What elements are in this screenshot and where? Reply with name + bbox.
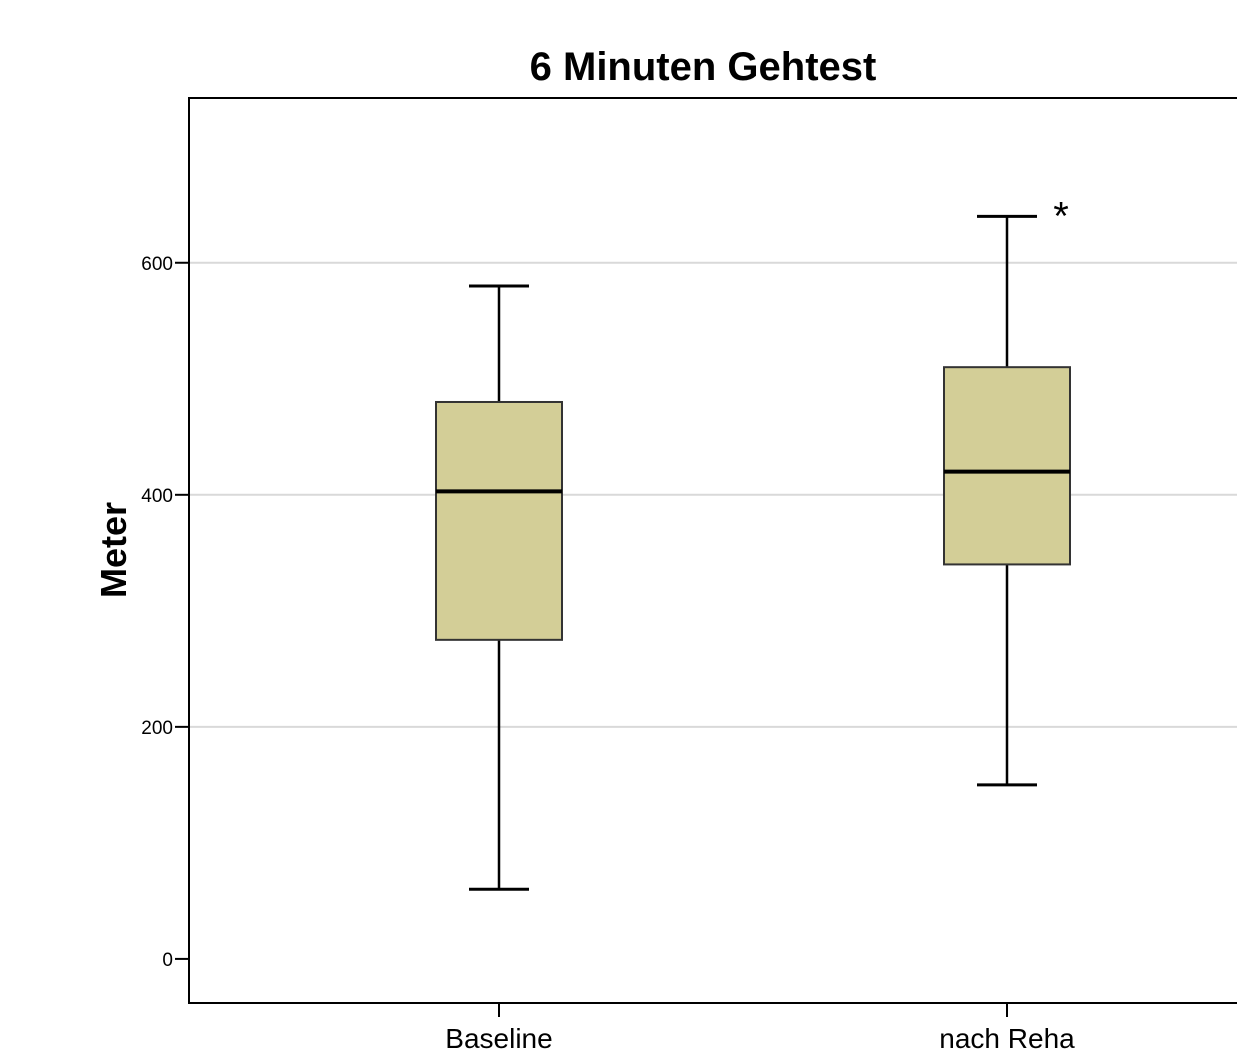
box bbox=[943, 366, 1071, 566]
extreme-marker: * bbox=[1053, 194, 1069, 238]
y-axis-label: Meter bbox=[93, 502, 134, 598]
chart-title: 6 Minuten Gehtest bbox=[530, 45, 877, 89]
plot-area: 0 200 400 600 Baseline * nach Reha bbox=[141, 97, 1237, 1049]
x-tick-label: Baseline bbox=[445, 1023, 552, 1049]
y-tick-label: 400 bbox=[141, 486, 173, 507]
box bbox=[435, 400, 563, 641]
y-tick-label: 0 bbox=[162, 950, 173, 971]
plot-frame bbox=[188, 97, 1237, 1004]
x-tick-label: nach Reha bbox=[939, 1023, 1075, 1049]
y-tick-label: 200 bbox=[141, 718, 173, 739]
y-tick-label: 600 bbox=[141, 254, 173, 275]
